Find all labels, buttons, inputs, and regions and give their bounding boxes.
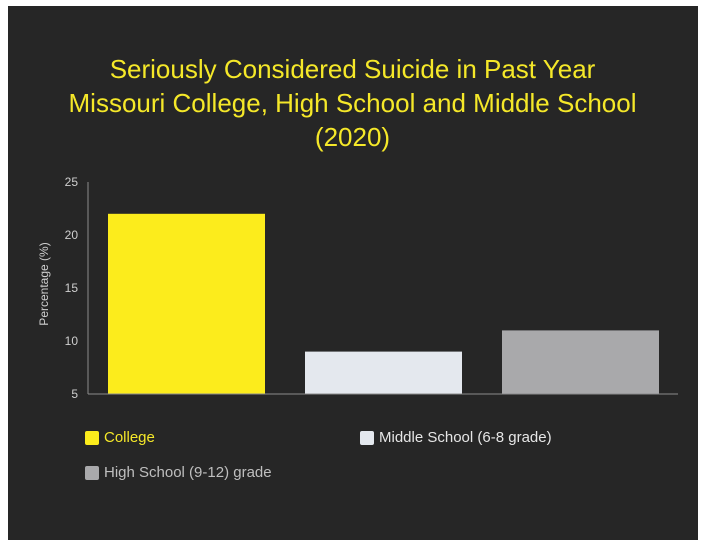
y-tick-label: 20 <box>65 228 79 242</box>
chart-title-line-1: Seriously Considered Suicide in Past Yea… <box>109 54 596 84</box>
chart-title-line-3: (2020) <box>314 122 391 152</box>
legend-label-college: College <box>104 429 155 446</box>
y-tick-label: 5 <box>71 387 78 401</box>
legend-swatch-middle-school <box>360 430 374 445</box>
legend-swatch-college <box>85 430 99 445</box>
y-tick-labels: 25 20 15 10 5 <box>65 175 79 401</box>
bar-high-school <box>502 330 659 394</box>
bar-middle-school <box>305 351 462 394</box>
legend-label-middle-school: Middle School (6-8 grade) <box>379 429 552 446</box>
legend-swatch-high-school <box>85 465 99 480</box>
bars-group <box>108 213 659 394</box>
legend-item-middle-school: Middle School (6-8 grade) <box>360 429 552 446</box>
y-tick-label: 10 <box>65 334 79 348</box>
y-axis-label: Percentage (%) <box>37 242 51 325</box>
legend-item-high-school: High School (9-12) grade <box>85 464 272 481</box>
chart-title-line-2: Missouri College, High School and Middle… <box>68 88 637 118</box>
chart-title: Seriously Considered Suicide in Past Yea… <box>0 52 705 154</box>
y-tick-label: 25 <box>65 175 79 189</box>
legend-label-high-school: High School (9-12) grade <box>104 464 272 481</box>
bar-college <box>108 213 265 394</box>
legend-item-college: College <box>85 429 155 446</box>
y-tick-label: 15 <box>65 281 79 295</box>
